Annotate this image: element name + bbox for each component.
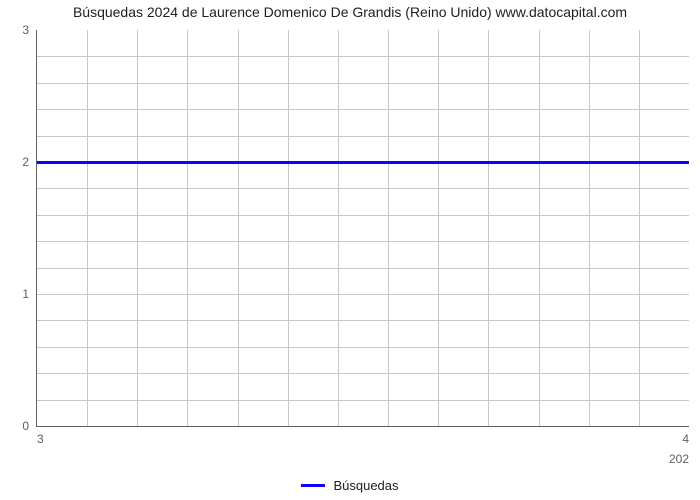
gridline-vertical <box>288 30 289 426</box>
gridline-horizontal <box>37 83 689 84</box>
gridline-horizontal <box>37 373 689 374</box>
y-tick-label: 0 <box>22 419 37 433</box>
gridline-horizontal <box>37 268 689 269</box>
gridline-horizontal <box>37 241 689 242</box>
x-tick-label: 3 <box>37 426 44 446</box>
gridline-vertical <box>539 30 540 426</box>
gridline-vertical <box>438 30 439 426</box>
gridline-vertical <box>137 30 138 426</box>
series-line <box>37 161 689 164</box>
y-tick-label: 3 <box>22 23 37 37</box>
gridline-horizontal <box>37 136 689 137</box>
line-chart: Búsquedas 2024 de Laurence Domenico De G… <box>0 0 700 500</box>
gridline-vertical <box>87 30 88 426</box>
gridline-vertical <box>589 30 590 426</box>
gridline-vertical <box>488 30 489 426</box>
gridline-vertical <box>238 30 239 426</box>
gridline-horizontal <box>37 215 689 216</box>
gridline-horizontal <box>37 294 689 295</box>
gridline-horizontal <box>37 400 689 401</box>
gridline-vertical <box>388 30 389 426</box>
legend: Búsquedas <box>0 478 700 493</box>
gridline-vertical <box>639 30 640 426</box>
y-tick-label: 2 <box>22 155 37 169</box>
gridline-vertical <box>338 30 339 426</box>
chart-title: Búsquedas 2024 de Laurence Domenico De G… <box>0 4 700 20</box>
x-tick-label-secondary: 202 <box>669 426 689 466</box>
gridline-horizontal <box>37 109 689 110</box>
legend-label: Búsquedas <box>333 478 398 493</box>
gridline-horizontal <box>37 320 689 321</box>
plot-area: 012334202 <box>36 30 689 427</box>
gridline-horizontal <box>37 347 689 348</box>
y-tick-label: 1 <box>22 287 37 301</box>
gridline-horizontal <box>37 188 689 189</box>
legend-swatch <box>301 484 325 487</box>
gridline-horizontal <box>37 56 689 57</box>
gridline-vertical <box>187 30 188 426</box>
